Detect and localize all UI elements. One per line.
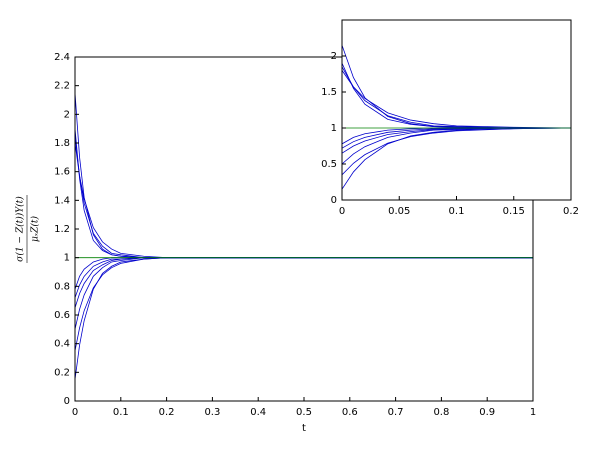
x-tick-label: 0.2: [159, 407, 175, 418]
y-tick-label: 0.4: [54, 339, 70, 350]
curve: [75, 142, 533, 259]
y-tick-label: 1.4: [54, 195, 70, 206]
x-tick-label: 0.05: [388, 206, 410, 217]
x-tick-label: 0.9: [479, 407, 495, 418]
x-tick-label: 0.3: [204, 407, 220, 418]
y-tick-label: 0: [331, 195, 337, 206]
inset-plot: 0 0.05 0.1 0.15 0.2 0 0.5 1 1.5 2: [321, 19, 579, 217]
x-tick-label: 0.8: [433, 407, 449, 418]
x-tick-label: 0.2: [563, 206, 579, 217]
y-tick-label: 1: [331, 123, 337, 134]
y-axis-label: σ(1 − Z(t))Y(t) μₓZ(t): [15, 195, 41, 263]
x-tick-label: 0: [339, 206, 345, 217]
y-tick-label: 0.5: [321, 159, 337, 170]
curve: [342, 127, 571, 190]
y-label-numerator: σ(1 − Z(t))Y(t): [15, 196, 26, 262]
x-axis-label: t: [302, 423, 306, 434]
x-tick-label: 0.1: [449, 206, 465, 217]
y-tick-label: 1.8: [54, 138, 70, 149]
x-tick-label: 0: [72, 407, 78, 418]
curve: [342, 127, 571, 165]
curves: [342, 45, 571, 190]
y-tick-label: 1.5: [321, 87, 337, 98]
curve: [75, 257, 533, 380]
x-tick-label: 0.1: [113, 407, 129, 418]
y-tick-label: 0.8: [54, 281, 70, 292]
x-tick-label: 0.4: [250, 407, 266, 418]
y-tick-label: 1.2: [54, 224, 70, 235]
x-tick-label: 0.5: [296, 407, 312, 418]
y-tick-label: 0.2: [54, 367, 70, 378]
y-tick-label: 1.6: [54, 167, 70, 178]
y-tick-label: 2: [64, 109, 70, 120]
curve: [342, 70, 571, 129]
y-tick-label: 2.2: [54, 81, 70, 92]
y-tick-label: 1: [64, 253, 70, 264]
x-tick-label: 0.6: [342, 407, 358, 418]
plot-area: [342, 20, 571, 200]
x-tick-label: 0.15: [503, 206, 525, 217]
y-label-denominator: μₓZ(t): [30, 216, 41, 242]
x-tick-label: 0.7: [388, 407, 404, 418]
curve: [342, 66, 571, 129]
y-tick-label: 2.4: [54, 52, 70, 63]
x-tick-label: 1: [530, 407, 536, 418]
y-tick-label: 0: [64, 396, 70, 407]
curves: [75, 92, 533, 380]
y-tick-label: 2: [331, 51, 337, 62]
y-tick-label: 0.6: [54, 310, 70, 321]
